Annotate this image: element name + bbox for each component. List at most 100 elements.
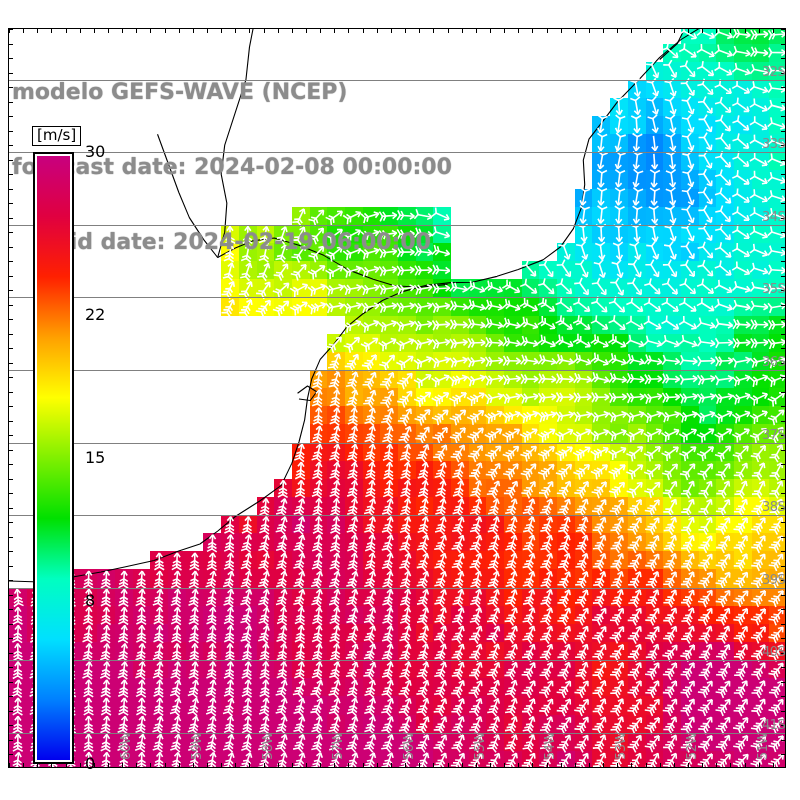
- axis-tick: [646, 763, 647, 767]
- gridline-lat: [9, 515, 785, 516]
- axis-tick: [150, 29, 151, 33]
- latitude-tick-label: 32S: [762, 64, 786, 80]
- axis-tick: [9, 174, 13, 175]
- axis-tick: [773, 29, 774, 33]
- plot-area[interactable]: [8, 28, 786, 768]
- colorbar-unit-label: [m/s]: [32, 126, 82, 146]
- axis-tick: [781, 725, 785, 726]
- axis-tick: [781, 551, 785, 552]
- axis-tick: [405, 763, 406, 767]
- axis-tick: [702, 29, 703, 33]
- gridline-lat: [9, 660, 785, 661]
- axis-tick: [9, 566, 13, 567]
- axis-tick: [504, 763, 505, 767]
- axis-tick: [781, 493, 785, 494]
- axis-tick: [781, 174, 785, 175]
- axis-tick: [66, 29, 67, 33]
- axis-tick: [9, 435, 13, 436]
- axis-tick: [94, 29, 95, 33]
- axis-tick: [730, 763, 731, 767]
- axis-tick: [334, 763, 335, 767]
- axis-tick: [9, 218, 13, 219]
- axis-tick: [781, 232, 785, 233]
- axis-tick: [9, 116, 13, 117]
- axis-tick: [377, 29, 378, 33]
- axis-tick: [419, 29, 420, 33]
- axis-tick: [781, 261, 785, 262]
- longitude-tick-label: 52W: [684, 732, 700, 760]
- axis-tick: [9, 58, 13, 59]
- axis-tick: [419, 763, 420, 767]
- axis-tick: [9, 392, 13, 393]
- axis-tick: [781, 203, 785, 204]
- axis-tick: [490, 763, 491, 767]
- axis-tick: [9, 696, 13, 697]
- axis-tick: [37, 29, 38, 33]
- axis-tick: [9, 763, 10, 767]
- axis-tick: [547, 763, 548, 767]
- axis-tick: [781, 102, 785, 103]
- axis-tick: [561, 763, 562, 767]
- axis-tick: [476, 29, 477, 33]
- axis-tick: [9, 29, 13, 30]
- axis-tick: [9, 421, 13, 422]
- axis-tick: [781, 435, 785, 436]
- axis-tick: [589, 29, 590, 33]
- axis-tick: [617, 29, 618, 33]
- axis-tick: [9, 290, 13, 291]
- axis-tick: [306, 763, 307, 767]
- axis-tick: [589, 763, 590, 767]
- axis-tick: [9, 363, 13, 364]
- axis-tick: [278, 763, 279, 767]
- axis-tick: [781, 58, 785, 59]
- axis-tick: [9, 102, 13, 103]
- axis-tick: [631, 763, 632, 767]
- colorbar-tick-label: 30: [85, 142, 106, 161]
- axis-tick: [781, 638, 785, 639]
- axis-tick: [9, 44, 13, 45]
- axis-tick: [9, 609, 13, 610]
- axis-tick: [9, 261, 13, 262]
- axis-tick: [781, 711, 785, 712]
- axis-tick: [320, 763, 321, 767]
- axis-tick: [9, 232, 13, 233]
- axis-tick: [165, 29, 166, 33]
- axis-tick: [264, 763, 265, 767]
- gridline-lat: [9, 733, 785, 734]
- axis-tick: [716, 763, 717, 767]
- title-line-valid-date: valid date: 2024-02-19 06:00:00: [32, 230, 431, 255]
- axis-tick: [646, 29, 647, 33]
- axis-tick: [433, 29, 434, 33]
- axis-tick: [264, 29, 265, 33]
- gridline-lat: [9, 80, 785, 81]
- colorbar-gradient: [37, 156, 70, 760]
- axis-tick: [781, 566, 785, 567]
- axis-tick: [702, 763, 703, 767]
- axis-tick: [348, 763, 349, 767]
- gridline-lat: [9, 225, 785, 226]
- axis-tick: [433, 763, 434, 767]
- axis-tick: [781, 348, 785, 349]
- axis-tick: [9, 73, 13, 74]
- axis-tick: [745, 29, 746, 33]
- axis-tick: [781, 464, 785, 465]
- latitude-tick-label: 39S: [762, 572, 786, 588]
- colorbar-tick-label: 15: [85, 448, 106, 467]
- axis-tick: [9, 580, 13, 581]
- axis-tick: [781, 87, 785, 88]
- gridline-lat: [9, 588, 785, 589]
- axis-tick: [781, 29, 785, 30]
- axis-tick: [165, 763, 166, 767]
- axis-tick: [781, 160, 785, 161]
- axis-tick: [292, 29, 293, 33]
- axis-tick: [235, 763, 236, 767]
- axis-tick: [9, 725, 13, 726]
- colorbar-gradient-frame[interactable]: [33, 152, 74, 764]
- axis-tick: [759, 763, 760, 767]
- axis-tick: [9, 740, 13, 741]
- colorbar-tick-label: 8: [85, 590, 96, 610]
- axis-tick: [179, 763, 180, 767]
- axis-tick: [320, 29, 321, 33]
- axis-tick: [781, 377, 785, 378]
- gridline-lat: [9, 370, 785, 371]
